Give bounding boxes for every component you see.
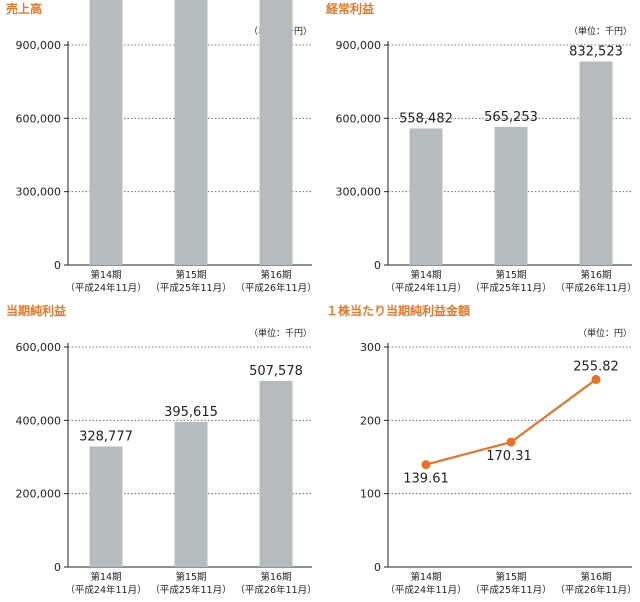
y-tick-label: 400,000 [16, 414, 62, 427]
chart-panel-sales: 売上高 （単位：千円）0300,000600,000900,000第14期（平成… [0, 0, 320, 300]
x-tick-label: 第15期 [175, 269, 206, 281]
x-tick-label: 第16期 [580, 571, 611, 583]
y-tick-label: 0 [54, 259, 61, 272]
y-tick-label: 200,000 [16, 488, 62, 501]
y-tick-label: 300,000 [16, 186, 62, 199]
x-tick-sublabel: （平成24年11月） [65, 584, 146, 596]
chart-panel-ordinary-income: 経常利益 （単位：千円） 0 300,000 600,000 900,000 第14期 （平… [320, 0, 640, 300]
unit-label: （単位：千円） [249, 327, 312, 339]
x-tick-label: 第16期 [260, 571, 291, 583]
unit-label: （単位：円） [578, 327, 632, 339]
y-tick-label: 300,000 [336, 186, 382, 199]
bar [409, 128, 443, 265]
x-tick-sublabel: （平成24年11月） [385, 584, 466, 596]
data-label: 328,777 [79, 429, 133, 444]
bar [494, 126, 528, 265]
x-tick-sublabel: （平成26年11月） [555, 584, 636, 596]
y-tick-label: 900,000 [16, 39, 62, 52]
chart-panel-net-income: 当期純利益 （単位：千円） 0 200,000 400,000 600,000 第14期（… [0, 302, 320, 602]
data-point [506, 437, 516, 447]
chart-svg: （単位：千円） 0 200,000 400,000 600,000 第14期（平成24年1… [16, 327, 317, 596]
x-tick-sublabel: （平成25年11月） [470, 282, 551, 294]
unit-label: （単位：千円） [569, 25, 632, 37]
y-tick-label: 200 [360, 414, 381, 427]
y-tick-label: 100 [360, 488, 381, 501]
y-tick-label: 0 [374, 561, 381, 574]
data-label: 395,615 [164, 405, 218, 420]
x-tick-sublabel: （平成24年11月） [385, 282, 466, 294]
chart-title: 経常利益 [326, 2, 375, 16]
bar [579, 61, 613, 265]
bar [89, 0, 123, 265]
chart-svg: （単位：千円）0300,000600,000900,000第14期（平成24年1… [16, 0, 317, 294]
chart-title: 当期純利益 [6, 304, 67, 318]
data-label: 507,578 [249, 364, 303, 379]
y-tick-label: 600,000 [336, 112, 382, 125]
y-tick-label: 900,000 [336, 39, 382, 52]
bar [259, 380, 293, 567]
bar [259, 0, 293, 265]
chart-title: １株当たり当期純利益金額 [326, 304, 471, 318]
y-tick-label: 600,000 [16, 112, 62, 125]
x-tick-label: 第14期 [90, 269, 121, 281]
x-tick-sublabel: （平成26年11月） [235, 584, 316, 596]
chart-panel-eps: １株当たり当期純利益金額 （単位：円） 0 100 200 300 第14期 （平成24年1… [320, 302, 640, 602]
x-tick-label: 第15期 [495, 571, 526, 583]
data-label: 139.61 [403, 472, 449, 487]
chart-svg: （単位：千円） 0 300,000 600,000 900,000 第14期（平成24年1… [336, 25, 637, 294]
x-tick-sublabel: （平成25年11月） [470, 584, 551, 596]
data-point [591, 374, 601, 384]
data-label: 565,253 [484, 110, 538, 125]
data-label: 170.31 [486, 449, 532, 464]
x-tick-label: 第14期 [410, 571, 441, 583]
x-tick-sublabel: （平成26年11月） [235, 282, 316, 294]
x-tick-sublabel: （平成25年11月） [150, 282, 231, 294]
data-point [421, 460, 431, 470]
bar [174, 421, 208, 567]
y-tick-label: 600,000 [16, 341, 62, 354]
x-tick-label: 第16期 [260, 269, 291, 281]
x-tick-sublabel: （平成26年11月） [555, 282, 636, 294]
x-tick-label: 第15期 [495, 269, 526, 281]
y-tick-label: 0 [54, 561, 61, 574]
x-tick-label: 第14期 [90, 571, 121, 583]
chart-svg: （単位：円） 0 100 200 300 第14期（平成24年11月） 第15期（平成25年… [360, 327, 637, 596]
x-tick-label: 第14期 [410, 269, 441, 281]
bar [89, 446, 123, 567]
chart-title: 売上高 [6, 2, 43, 16]
data-label: 558,482 [399, 111, 453, 126]
data-label: 832,523 [569, 44, 623, 59]
x-tick-label: 第15期 [175, 571, 206, 583]
x-tick-sublabel: （平成25年11月） [150, 584, 231, 596]
bar [174, 0, 208, 265]
y-tick-label: 0 [374, 259, 381, 272]
data-label: 255.82 [573, 359, 619, 374]
y-tick-label: 300 [360, 341, 381, 354]
x-tick-label: 第16期 [580, 269, 611, 281]
x-tick-sublabel: （平成24年11月） [65, 282, 146, 294]
